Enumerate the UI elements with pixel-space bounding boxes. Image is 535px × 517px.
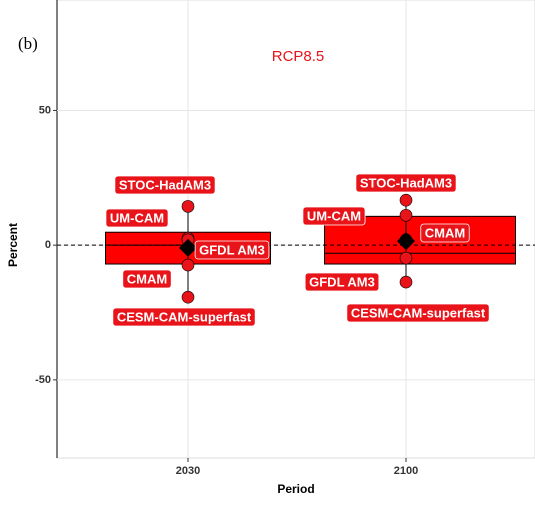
- model-label: CMAM: [420, 223, 470, 243]
- y-tick-label: 50: [39, 104, 51, 116]
- model-point: [399, 193, 413, 207]
- model-point: [181, 290, 195, 304]
- model-label: STOC-HadAM3: [355, 173, 457, 193]
- label-box: [105, 208, 169, 228]
- model-label: CESM-CAM-superfast: [112, 307, 256, 327]
- marks: STOC-HadAM3 UM-CAM GFDL AM3 CMAM CESM-CAM-su…: [57, 173, 535, 327]
- x-tick-label: 2100: [394, 465, 418, 477]
- label-box: [122, 269, 172, 289]
- model-label: UM-CAM: [302, 206, 366, 226]
- x-axis-label: Period: [277, 482, 314, 496]
- label-text: STOC-HadAM3: [119, 177, 211, 192]
- label-box: [346, 303, 490, 323]
- y-tick-label: 0: [45, 239, 51, 251]
- label-text: GFDL AM3: [199, 242, 265, 257]
- model-point: [399, 275, 413, 289]
- x-tick-label: 2030: [176, 465, 200, 477]
- model-point: [399, 208, 413, 222]
- mean-diamond: [397, 232, 415, 251]
- label-box: [302, 206, 366, 226]
- label-text: STOC-HadAM3: [360, 175, 452, 190]
- model-label: GFDL AM3: [194, 240, 270, 260]
- model-point: [181, 200, 195, 213]
- label-text: UM-CAM: [307, 208, 361, 223]
- annotation: RCP8.5: [272, 48, 325, 65]
- label-box: [112, 307, 256, 327]
- label-text: UM-CAM: [110, 210, 164, 225]
- label-text: CMAM: [425, 225, 465, 240]
- model-point: [181, 258, 195, 272]
- label-box: [420, 223, 470, 243]
- label-text: CESM-CAM-superfast: [351, 305, 486, 320]
- model-label: CMAM: [122, 269, 172, 289]
- mean-diamond: [179, 238, 197, 257]
- label-text: GFDL AM3: [309, 274, 375, 289]
- model-label: STOC-HadAM3: [114, 175, 216, 195]
- label-text: CMAM: [127, 271, 167, 286]
- model-label: UM-CAM: [105, 208, 169, 228]
- label-box: [194, 240, 270, 260]
- y-axis-label: Percent: [6, 223, 20, 267]
- model-point: [399, 251, 413, 265]
- model-label: GFDL AM3: [304, 272, 380, 292]
- label-box: [355, 173, 457, 193]
- y-tick-label: -50: [35, 374, 51, 386]
- label-box: [304, 272, 380, 292]
- panel-label: (b): [18, 34, 38, 53]
- label-box: [114, 175, 216, 195]
- label-text: CESM-CAM-superfast: [117, 309, 252, 324]
- model-label: CESM-CAM-superfast: [346, 303, 490, 323]
